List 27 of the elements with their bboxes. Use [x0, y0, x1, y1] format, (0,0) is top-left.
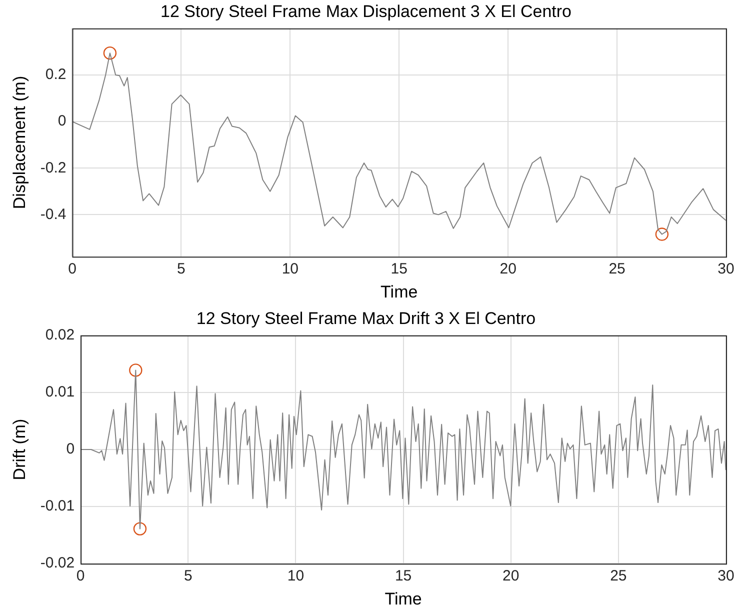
- y-tick-label: -0.2: [40, 159, 66, 176]
- x-tick-label: 10: [282, 260, 299, 278]
- y-tick-label: 0: [58, 112, 66, 130]
- y-tick-label: 0: [66, 440, 75, 458]
- chart-title: 12 Story Steel Frame Max Drift 3 X El Centro: [196, 308, 536, 328]
- x-tick-label: 5: [177, 260, 186, 278]
- y-tick-label: -0.4: [40, 206, 66, 223]
- x-axis-title: Time: [384, 589, 422, 608]
- y-tick-label: 0.02: [45, 326, 75, 344]
- y-tick-label: -0.02: [40, 554, 75, 572]
- x-tick-label: 30: [718, 568, 734, 585]
- x-tick-label: 15: [394, 568, 412, 585]
- chart-title: 12 Story Steel Frame Max Displacement 3 X El Centro: [160, 2, 572, 21]
- x-tick-label: 5: [184, 568, 192, 585]
- x-tick-label: 25: [608, 260, 626, 278]
- y-tick-label: 0.2: [45, 66, 66, 84]
- x-axis-title: Time: [380, 282, 418, 302]
- y-axis-title: Displacement (m): [10, 76, 29, 210]
- y-axis-title: Drift (m): [10, 418, 29, 480]
- x-tick-label: 30: [718, 260, 734, 278]
- y-tick-label: 0.01: [45, 384, 75, 401]
- x-tick-label: 10: [287, 568, 304, 585]
- x-tick-label: 20: [500, 260, 516, 278]
- x-tick-label: 20: [502, 568, 520, 585]
- x-tick-label: 15: [390, 260, 408, 278]
- x-tick-label: 25: [610, 568, 627, 585]
- y-tick-label: -0.01: [40, 498, 75, 515]
